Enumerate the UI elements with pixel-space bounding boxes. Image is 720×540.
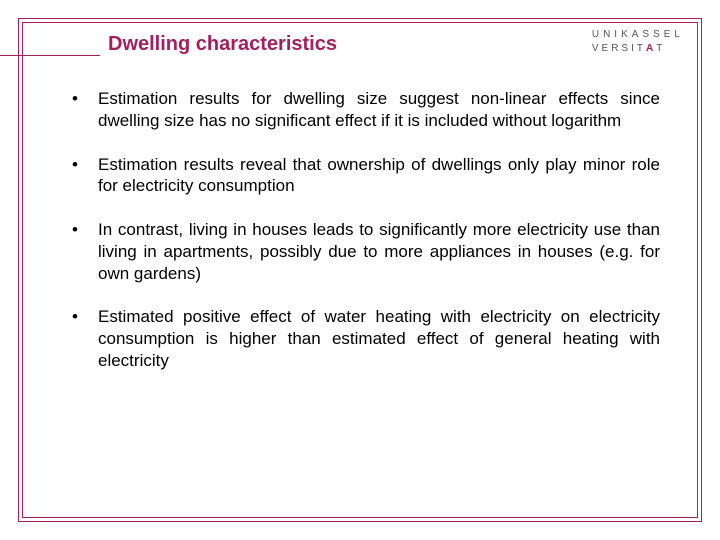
bullet-marker: •	[70, 306, 98, 371]
bullet-text: Estimation results reveal that ownership…	[98, 154, 660, 198]
bullet-text: In contrast, living in houses leads to s…	[98, 219, 660, 284]
bullet-marker: •	[70, 219, 98, 284]
bullet-marker: •	[70, 154, 98, 198]
content-area: • Estimation results for dwelling size s…	[70, 88, 660, 394]
bullet-text: Estimated positive effect of water heati…	[98, 306, 660, 371]
list-item: • Estimation results reveal that ownersh…	[70, 154, 660, 198]
list-item: • Estimated positive effect of water hea…	[70, 306, 660, 371]
list-item: • Estimation results for dwelling size s…	[70, 88, 660, 132]
bullet-marker: •	[70, 88, 98, 132]
slide-title: Dwelling characteristics	[108, 33, 337, 56]
bullet-text: Estimation results for dwelling size sug…	[98, 88, 660, 132]
logo-line-2-pre: VERSIT	[592, 43, 646, 54]
logo-line-2-post: T	[656, 43, 665, 54]
list-item: • In contrast, living in houses leads to…	[70, 219, 660, 284]
logo-line-2: VERSITAT	[592, 42, 684, 56]
title-rule-left	[0, 55, 100, 56]
university-logo: UNIKASSEL VERSITAT	[592, 28, 684, 56]
logo-line-1: UNIKASSEL	[592, 28, 684, 42]
logo-line-2-accent: A	[646, 43, 656, 54]
